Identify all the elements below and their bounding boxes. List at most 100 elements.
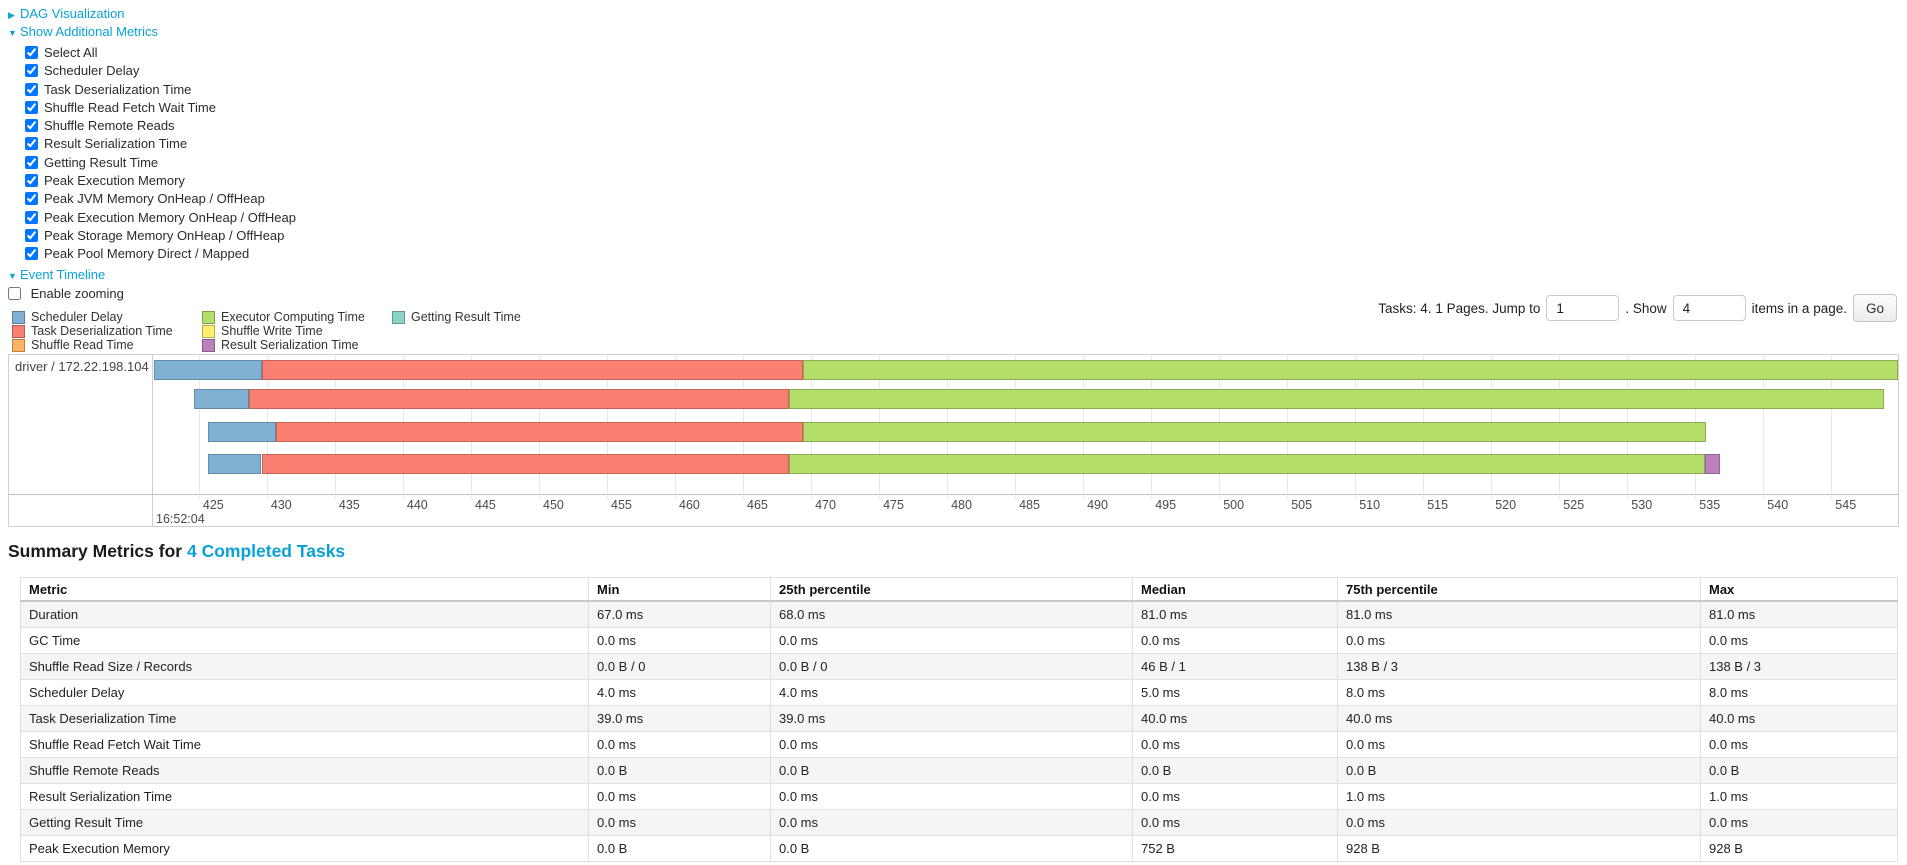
table-cell: Shuffle Remote Reads: [20, 757, 589, 784]
timeline-bar-segment-scheduler-delay: [208, 422, 277, 442]
dag-visualization-toggle[interactable]: ▶ DAG Visualization: [8, 6, 296, 23]
legend-label: Getting Result Time: [411, 310, 521, 324]
metric-checkbox-item[interactable]: Peak Execution Memory: [25, 173, 296, 191]
event-timeline-link[interactable]: Event Timeline: [20, 266, 106, 282]
metric-checkbox-item[interactable]: Peak Pool Memory Direct / Mapped: [25, 246, 296, 264]
pagination-prefix-text: Tasks: 4. 1 Pages. Jump to: [1378, 300, 1541, 316]
table-header-cell: Median: [1132, 577, 1338, 602]
metric-checkbox[interactable]: [25, 228, 38, 242]
table-cell: 0.0 ms: [770, 731, 1133, 758]
timeline-axis-tick-label: 480: [951, 498, 972, 512]
metric-checkbox[interactable]: [25, 82, 38, 96]
table-cell: 0.0 B: [588, 835, 771, 862]
jump-to-page-input[interactable]: [1546, 295, 1620, 321]
timeline-axis-tick-label: 485: [1019, 498, 1040, 512]
dag-visualization-link[interactable]: DAG Visualization: [20, 6, 125, 21]
table-cell: 40.0 ms: [1700, 705, 1898, 732]
table-cell: Result Serialization Time: [20, 783, 589, 810]
table-row: GC Time 0.0 ms 0.0 ms 0.0 ms 0.0 ms 0.0 ms: [20, 627, 1898, 654]
metric-checkbox-item[interactable]: Getting Result Time: [25, 155, 296, 173]
metric-checkbox[interactable]: [25, 119, 38, 133]
metric-checkbox[interactable]: [25, 100, 38, 114]
metric-checkbox[interactable]: [25, 192, 38, 206]
legend-label: Result Serialization Time: [221, 338, 359, 352]
enable-zooming-row[interactable]: Enable zooming: [8, 286, 124, 301]
table-cell: 0.0 ms: [1700, 627, 1898, 654]
metric-checkbox-item[interactable]: Result Serialization Time: [25, 136, 296, 154]
items-per-page-input[interactable]: [1672, 295, 1746, 321]
timeline-bar-segment-executor-computing: [789, 454, 1705, 474]
timeline-axis-tick-label: 515: [1427, 498, 1449, 512]
legend-swatch: [202, 325, 215, 338]
metric-checkbox[interactable]: [25, 155, 38, 169]
timeline-axis-tick-label: 435: [338, 498, 360, 512]
metric-checkbox-item[interactable]: Shuffle Remote Reads: [25, 118, 296, 136]
metric-checkbox-item[interactable]: Shuffle Read Fetch Wait Time: [25, 100, 296, 118]
completed-tasks-link[interactable]: 4 Completed Tasks: [186, 541, 346, 561]
timeline-axis-tick-label: 445: [475, 498, 496, 512]
legend-label: Shuffle Read Time: [31, 338, 134, 352]
table-row: Shuffle Remote Reads 0.0 B 0.0 B 0.0 B 0.0 B…: [20, 757, 1898, 784]
table-cell: 0.0 B / 0: [588, 653, 771, 680]
timeline-axis-tick-label: 425: [202, 498, 224, 512]
timeline-axis-major-label: 16:52:04: [156, 512, 205, 526]
metric-checkbox-label: Select All: [44, 45, 98, 60]
table-cell: 0.0 ms: [770, 627, 1133, 654]
timeline-bar-segment-scheduler-delay: [154, 360, 262, 380]
metric-checkbox-item[interactable]: Peak Storage Memory OnHeap / OffHeap: [25, 228, 296, 246]
metric-checkbox-item[interactable]: Peak JVM Memory OnHeap / OffHeap: [25, 191, 296, 209]
table-header-cell: Metric: [20, 577, 589, 602]
metric-checkbox-item[interactable]: Select All: [25, 45, 296, 63]
table-row: Scheduler Delay 4.0 ms 4.0 ms 5.0 ms 8.0 ms 8…: [20, 679, 1898, 706]
timeline-axis-tick-label: 450: [543, 498, 564, 512]
table-cell: 0.0 B: [1700, 757, 1898, 784]
table-cell: 39.0 ms: [588, 705, 771, 732]
metric-checkbox[interactable]: [25, 174, 38, 188]
caret-right-icon: ▶: [8, 10, 15, 20]
timeline-bar-segment-scheduler-delay: [208, 454, 262, 474]
metric-checkbox-item[interactable]: Peak Execution Memory OnHeap / OffHeap: [25, 210, 296, 228]
go-button[interactable]: Go: [1852, 294, 1897, 322]
event-timeline-toggle[interactable]: ▼ Event Timeline: [8, 267, 296, 284]
table-cell: 67.0 ms: [588, 600, 771, 628]
timeline-legend: Scheduler Delay Task Deserialization Time…: [0, 303, 700, 353]
table-cell: 5.0 ms: [1132, 679, 1338, 706]
metric-checkbox[interactable]: [25, 247, 38, 261]
table-cell: 752 B: [1132, 835, 1338, 862]
table-cell: 81.0 ms: [1700, 600, 1898, 628]
timeline-axis-tick-label: 510: [1359, 498, 1381, 512]
table-cell: 0.0 ms: [588, 783, 771, 810]
metric-checkbox[interactable]: [25, 137, 38, 151]
table-cell: Duration: [20, 600, 589, 628]
table-cell: 1.0 ms: [1700, 783, 1898, 810]
metric-checkbox[interactable]: [25, 46, 38, 59]
show-additional-metrics-toggle[interactable]: ▼ Show Additional Metrics: [8, 24, 296, 41]
metric-checkbox-item[interactable]: Task Deserialization Time: [25, 82, 296, 100]
table-cell: 81.0 ms: [1337, 600, 1701, 628]
legend-swatch: [12, 339, 25, 352]
metric-checkbox[interactable]: [25, 64, 38, 78]
table-cell: 928 B: [1337, 835, 1701, 862]
show-additional-metrics-link[interactable]: Show Additional Metrics: [20, 24, 159, 39]
summary-heading-text: Summary Metrics for: [8, 541, 183, 561]
timeline-axis-tick-label: 540: [1767, 498, 1789, 512]
metric-checkbox-item[interactable]: Scheduler Delay: [25, 63, 296, 81]
table-header-cell: 75th percentile: [1337, 577, 1701, 602]
metric-checkbox-label: Getting Result Time: [44, 154, 159, 170]
table-cell: 46 B / 1: [1132, 653, 1338, 680]
table-cell: 0.0 ms: [1132, 627, 1338, 654]
timeline-axis-tick-label: 530: [1631, 498, 1653, 512]
table-body: Duration 67.0 ms 68.0 ms 81.0 ms 81.0 ms 81.0…: [20, 600, 1898, 862]
enable-zooming-checkbox[interactable]: [8, 286, 21, 300]
metrics-checkbox-list: Select All Scheduler Delay Task Deserializ…: [25, 45, 296, 265]
table-cell: 138 B / 3: [1337, 653, 1701, 680]
event-timeline-chart[interactable]: driver / 172.22.198.104 16:52:04 425 430 4…: [8, 354, 1899, 527]
metric-checkbox[interactable]: [25, 210, 38, 224]
timeline-bar-segment-result-serialization: [1704, 454, 1720, 474]
caret-down-icon: ▼: [8, 270, 17, 281]
table-row: Result Serialization Time 0.0 ms 0.0 ms 0.0…: [20, 783, 1898, 810]
metric-checkbox-label: Peak Execution Memory OnHeap / OffHeap: [44, 209, 296, 225]
timeline-axis-tick-label: 535: [1699, 498, 1721, 512]
table-cell: 0.0 ms: [1132, 783, 1338, 810]
timeline-gridline: [1831, 355, 1833, 499]
